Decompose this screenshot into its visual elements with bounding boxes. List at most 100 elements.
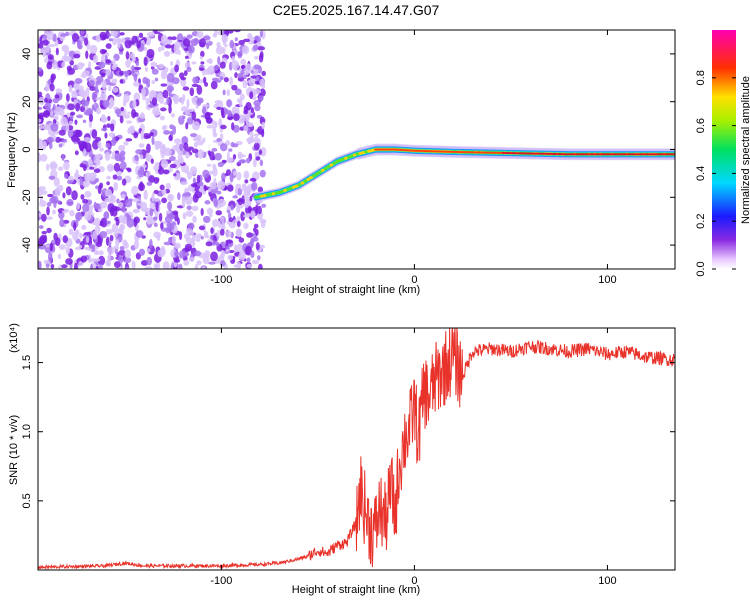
noise-blob bbox=[71, 32, 80, 42]
noise-blob bbox=[68, 56, 72, 62]
noise-blob bbox=[168, 134, 173, 141]
noise-blob bbox=[178, 263, 183, 269]
noise-blob bbox=[191, 83, 199, 88]
noise-blob bbox=[227, 109, 232, 119]
noise-blob bbox=[156, 93, 161, 102]
noise-blob bbox=[231, 122, 235, 131]
noise-blob bbox=[236, 220, 241, 228]
noise-blob bbox=[121, 178, 127, 186]
noise-blob bbox=[110, 30, 119, 38]
noise-blob bbox=[226, 157, 234, 164]
noise-blob bbox=[38, 112, 47, 118]
noise-blob bbox=[225, 109, 229, 114]
noise-blob bbox=[55, 88, 63, 94]
noise-blob bbox=[140, 130, 145, 140]
noise-blob bbox=[62, 138, 68, 143]
noise-blob bbox=[215, 79, 222, 83]
noise-blob bbox=[167, 193, 175, 202]
noise-blob bbox=[259, 169, 266, 178]
noise-blob bbox=[259, 30, 263, 38]
noise-blob bbox=[88, 113, 94, 123]
noise-blob bbox=[160, 159, 169, 169]
track-core bbox=[286, 187, 290, 191]
noise-blob bbox=[153, 222, 158, 228]
noise-blob bbox=[236, 206, 241, 214]
noise-blob bbox=[252, 227, 257, 233]
noise-blob bbox=[84, 190, 92, 198]
noise-blob bbox=[186, 98, 190, 109]
noise-blob bbox=[167, 201, 173, 211]
noise-blob bbox=[38, 96, 46, 106]
noise-blob bbox=[184, 243, 193, 252]
noise-blob bbox=[196, 31, 204, 39]
noise-blob bbox=[182, 93, 186, 102]
snr-frame bbox=[37, 327, 676, 571]
noise-blob bbox=[85, 50, 89, 59]
noise-blob bbox=[119, 223, 126, 231]
noise-blob bbox=[124, 266, 130, 269]
track-core bbox=[297, 183, 302, 187]
noise-blob bbox=[73, 221, 77, 231]
noise-blob bbox=[250, 131, 254, 139]
noise-blob bbox=[251, 259, 260, 265]
spectrogram-ytick-label: 0 bbox=[21, 146, 33, 152]
noise-blob bbox=[243, 124, 249, 132]
noise-blob bbox=[93, 168, 101, 174]
noise-blob bbox=[239, 93, 245, 101]
noise-blob bbox=[180, 76, 187, 81]
noise-blob bbox=[133, 81, 140, 87]
noise-blob bbox=[186, 34, 193, 39]
noise-blob bbox=[73, 262, 78, 269]
noise-blob bbox=[109, 234, 114, 242]
noise-blob bbox=[236, 98, 241, 103]
noise-blob bbox=[94, 84, 99, 92]
noise-blob bbox=[244, 179, 249, 184]
noise-blob bbox=[38, 42, 44, 49]
noise-blob bbox=[183, 233, 191, 240]
noise-blob bbox=[245, 213, 252, 218]
noise-blob bbox=[131, 64, 135, 75]
noise-blob bbox=[253, 142, 260, 150]
track-core bbox=[335, 159, 339, 163]
noise-blob bbox=[217, 56, 221, 65]
noise-blob bbox=[108, 197, 116, 204]
noise-blob bbox=[160, 107, 167, 112]
noise-blob bbox=[38, 106, 43, 111]
noise-blob bbox=[122, 70, 130, 74]
noise-blob bbox=[89, 44, 98, 54]
noise-blob bbox=[89, 86, 97, 91]
noise-blob bbox=[133, 66, 142, 71]
noise-blob bbox=[180, 181, 188, 185]
noise-blob bbox=[242, 45, 250, 55]
noise-blob bbox=[92, 172, 97, 179]
noise-blob bbox=[100, 217, 108, 228]
noise-blob bbox=[85, 87, 90, 97]
noise-blob bbox=[80, 141, 88, 152]
noise-blob bbox=[170, 113, 176, 118]
noise-blob bbox=[188, 257, 195, 262]
noise-blob bbox=[145, 97, 150, 106]
noise-blob bbox=[243, 109, 249, 115]
noise-blob bbox=[164, 147, 172, 157]
noise-blob bbox=[69, 209, 75, 217]
track-core bbox=[346, 155, 351, 159]
noise-blob bbox=[246, 232, 254, 238]
noise-blob bbox=[173, 44, 180, 55]
noise-blob bbox=[47, 61, 53, 65]
noise-blob bbox=[104, 151, 111, 161]
noise-blob bbox=[88, 244, 96, 249]
noise-blob bbox=[46, 137, 54, 143]
noise-blob bbox=[187, 230, 195, 236]
noise-blob bbox=[138, 248, 146, 256]
snr-xtick-label: 0 bbox=[411, 575, 417, 587]
noise-blob bbox=[168, 237, 172, 244]
noise-blob bbox=[147, 104, 155, 108]
noise-blob bbox=[258, 95, 264, 101]
noise-blob bbox=[114, 152, 122, 162]
noise-blob bbox=[115, 170, 122, 176]
noise-blob bbox=[215, 242, 220, 247]
track-core bbox=[352, 153, 357, 157]
noise-blob bbox=[52, 103, 56, 111]
noise-blob bbox=[215, 45, 224, 55]
